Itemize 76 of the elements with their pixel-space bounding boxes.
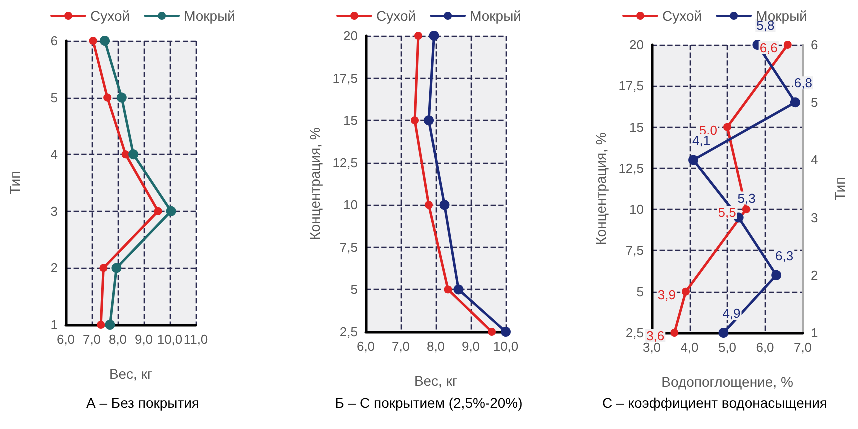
y-tick-label: 20 (630, 38, 644, 52)
y-tick-label: 5 (350, 282, 358, 298)
annotation: 6,3 (776, 248, 794, 264)
x-tick-label: 6,0 (756, 340, 774, 355)
y-tick-label: 17,5 (332, 70, 358, 86)
y-axis-title: Концентрация, % (592, 132, 609, 246)
y-tick-label: 5 (50, 90, 58, 106)
x-axis-title: Вес, кг (109, 366, 153, 382)
point (784, 41, 792, 49)
point (772, 270, 782, 280)
x-tick-label: 11,0 (184, 332, 208, 347)
y-tick-label: 10 (344, 198, 358, 213)
y-tick-label: 10 (630, 202, 644, 218)
legend-label: Мокрый (470, 8, 522, 24)
text: С – коэффициент водонасыщения (602, 395, 828, 411)
y2-tick-label: 6 (811, 38, 818, 52)
y-tick-label: 12,5 (332, 155, 358, 170)
annotation: 4,9 (722, 306, 741, 321)
y-tick-label: 12,5 (618, 160, 644, 176)
y-tick-label: 15 (630, 120, 644, 135)
legend-label: Сухой (662, 8, 702, 24)
point (742, 206, 750, 214)
x-tick-label: 4,0 (680, 340, 699, 355)
y2-tick-label: 4 (811, 152, 818, 168)
x-tick-label: 7,0 (82, 332, 102, 347)
x-tick-label: 7,0 (794, 340, 812, 355)
y-axis-title: Тип (7, 171, 23, 195)
annotation: 3,6 (646, 328, 665, 344)
y-tick-label: 3 (50, 204, 58, 219)
x-axis-title: Водопоглощение, % (662, 374, 794, 390)
legend-label: Сухой (90, 8, 130, 24)
point (682, 288, 690, 296)
y2-tick-label: 5 (811, 95, 818, 110)
point (670, 329, 679, 337)
y-tick-label: 2,5 (626, 326, 644, 340)
y-tick-label: 17,5 (618, 78, 644, 94)
annotation: 3,9 (658, 287, 676, 302)
y2-tick-label: 1 (811, 326, 818, 340)
x-tick-label: 8,0 (426, 339, 446, 354)
x-tick-label: 8,0 (108, 332, 128, 347)
x-tick-label: 9,0 (462, 339, 480, 354)
legend-label: Сухой (376, 8, 416, 24)
y2-axis-title: Тип (832, 177, 848, 201)
y-tick-label: 20 (344, 28, 358, 44)
y-tick-label: 6 (50, 34, 58, 48)
point (688, 155, 699, 166)
x-tick-label: 6,0 (356, 339, 376, 354)
y-tick-label: 15 (344, 113, 358, 128)
y-tick-label: 4 (50, 147, 58, 162)
y-tick-label: 2 (50, 260, 58, 276)
point (724, 123, 732, 132)
y2-tick-label: 2 (811, 268, 818, 283)
annotation: 5,5 (718, 205, 736, 220)
annotation: 5,3 (738, 190, 756, 206)
y-axis-title: Концентрация, % (307, 128, 323, 240)
legend-label: Мокрый (184, 8, 236, 24)
x-tick-label: 10,0 (493, 339, 519, 354)
x-tick-label: 9,0 (134, 332, 154, 347)
annotation: 6,6 (760, 40, 778, 56)
y-tick-label: 1 (50, 318, 58, 332)
y-tick-label: 7,5 (626, 243, 644, 258)
y-tick-label: 7,5 (340, 240, 358, 255)
annotation: 6,8 (794, 76, 812, 91)
y-tick-label: 2,5 (340, 324, 358, 340)
x-tick-label: 5,0 (718, 340, 737, 355)
point (718, 328, 729, 338)
point (790, 98, 800, 108)
x-axis-title: Вес, кг (414, 373, 458, 389)
x-tick-label: 6,0 (56, 332, 76, 347)
y2-tick-label: 3 (811, 210, 818, 226)
annotation: 4,1 (692, 133, 711, 148)
y-tick-label: 5 (636, 284, 644, 300)
text: Б – С покрытием (2,5%-20%) (335, 395, 523, 411)
x-tick-label: 10,0 (157, 332, 183, 347)
x-tick-label: 7,0 (392, 339, 410, 354)
text: А – Без покрытия (86, 395, 200, 411)
